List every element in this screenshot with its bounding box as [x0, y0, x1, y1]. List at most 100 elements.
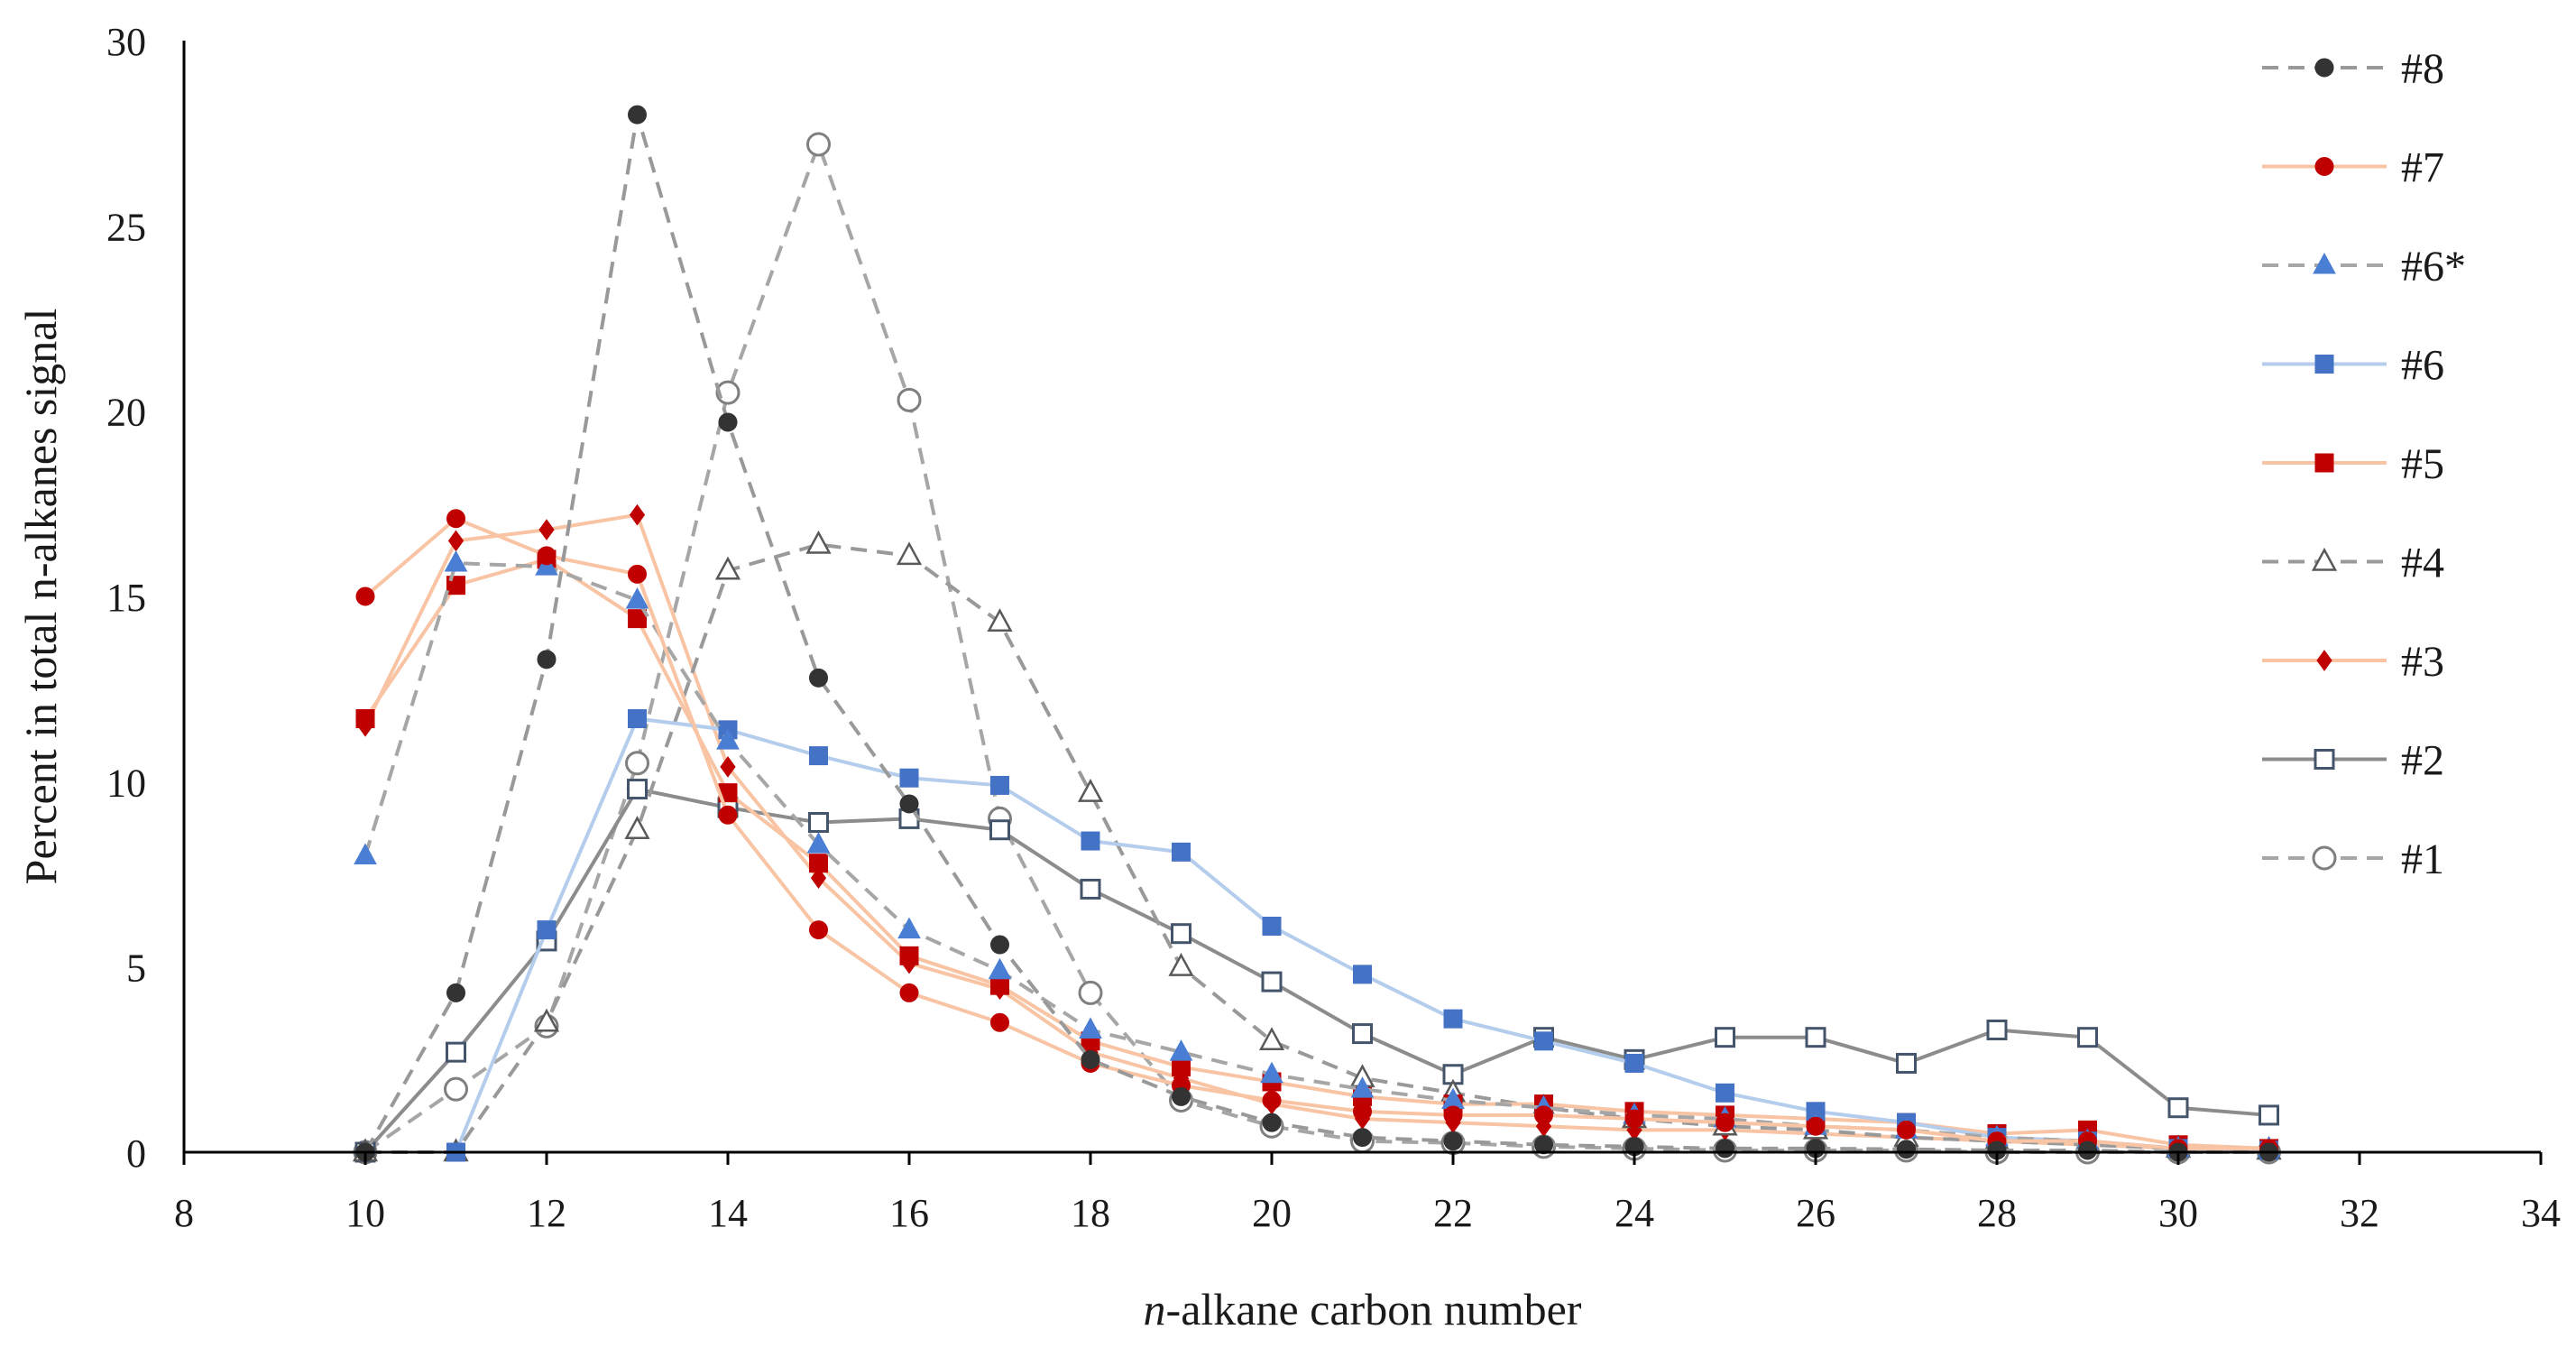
series-6-point	[537, 920, 557, 940]
y-tick-label: 20	[106, 391, 146, 435]
x-tick-label: 28	[1977, 1191, 2017, 1235]
legend-item-4: #4	[2262, 540, 2444, 587]
series-8-point	[1353, 1128, 1372, 1148]
series-2-point	[446, 1041, 466, 1063]
series-1-point	[1078, 980, 1103, 1005]
series-5-line	[363, 557, 2269, 1150]
series-7-point	[1897, 1120, 1916, 1140]
series-6star-point	[444, 549, 468, 572]
series-5-point	[809, 854, 828, 873]
series-6star	[354, 549, 2281, 1158]
legend-item-1-swatch-marker	[2312, 845, 2337, 871]
series-2-point	[1352, 1023, 1373, 1045]
x-tick-label: 16	[889, 1191, 929, 1235]
series-1-point	[715, 380, 741, 405]
series-7-point	[1262, 1091, 1282, 1111]
x-tick-label: 24	[1615, 1191, 1654, 1235]
series-8-point	[899, 794, 919, 814]
series-8-point	[1716, 1139, 1734, 1159]
x-tick-label: 8	[174, 1191, 194, 1235]
series-7-point	[1806, 1116, 1826, 1136]
series-8-point	[809, 668, 828, 688]
series-8-point	[446, 983, 465, 1002]
y-tick-label: 15	[106, 576, 146, 620]
series-6star-point	[1350, 1076, 1375, 1098]
series-5-point	[355, 709, 375, 729]
legend-item-3: #3	[2262, 638, 2444, 686]
legend-item-4-label: #4	[2401, 540, 2444, 587]
series-4-point	[714, 556, 741, 580]
series-6-point	[1716, 1083, 1734, 1103]
series-4-point	[1258, 1027, 1285, 1051]
series-4-point	[987, 608, 1013, 632]
legend-item-6-swatch-marker	[2314, 355, 2334, 374]
y-tick-label: 5	[126, 946, 146, 991]
legend: #8 #7 #6* #6 #5 #4 #3 #2 #1	[2262, 45, 2466, 883]
series-4-point	[805, 530, 832, 554]
series-8-point	[1897, 1140, 1916, 1159]
legend-item-6-label: #6	[2401, 342, 2444, 390]
series-7-point	[1716, 1113, 1734, 1132]
series-2-point	[2259, 1104, 2279, 1126]
series-7-point	[537, 546, 557, 566]
legend-item-6star: #6*	[2262, 243, 2466, 291]
x-tick-label: 18	[1071, 1191, 1110, 1235]
series-6-point	[1172, 842, 1191, 862]
series-6star-point	[1169, 1039, 1193, 1061]
series-3-point	[720, 756, 736, 778]
series-6-point	[1534, 1031, 1553, 1051]
series-2-line	[363, 787, 2269, 1154]
series-3-point	[538, 519, 555, 540]
y-tick-label: 0	[126, 1131, 146, 1176]
x-axis-title: n-alkane carbon number	[1144, 1284, 1582, 1334]
series-1-point	[625, 751, 649, 776]
series-4-line	[365, 542, 2269, 1154]
series-7-point	[1353, 1102, 1372, 1122]
series-8-point	[1081, 1049, 1100, 1069]
axes-layer	[182, 41, 2541, 1154]
series-6star-point	[1260, 1061, 1283, 1084]
series-2-point	[627, 779, 648, 800]
series-6-point	[809, 746, 828, 766]
series-2-point	[808, 812, 829, 834]
y-tick-label: 30	[106, 20, 146, 64]
series-6-point	[990, 775, 1009, 795]
series-2-point	[1080, 878, 1101, 900]
legend-item-8: #8	[2262, 45, 2444, 93]
legend-item-8-label: #8	[2401, 45, 2444, 93]
legend-item-3-label: #3	[2401, 638, 2444, 686]
y-tick-label: 25	[106, 205, 146, 249]
series-7-point	[1624, 1109, 1644, 1129]
series-3-point	[629, 503, 646, 526]
legend-item-1-label: #1	[2401, 836, 2444, 883]
legend-item-2: #2	[2262, 737, 2444, 785]
legend-item-6: #6	[2262, 342, 2444, 390]
series-6-point	[1624, 1053, 1644, 1073]
legend-item-8-swatch-marker	[2314, 58, 2334, 78]
x-tick-label: 34	[2521, 1191, 2561, 1235]
series-4-point	[896, 541, 923, 566]
series-7-point	[628, 564, 647, 584]
series-8-line	[363, 113, 2269, 1154]
series-2-point	[2077, 1027, 2098, 1048]
series-7-point	[899, 983, 919, 1002]
legend-item-7: #7	[2262, 144, 2444, 192]
x-tick-label: 32	[2340, 1191, 2379, 1235]
series-2-point	[1805, 1027, 1826, 1048]
series-1-point	[897, 387, 922, 412]
series-7	[355, 509, 2278, 1159]
x-tick-label: 12	[527, 1191, 566, 1235]
legend-item-1: #1	[2262, 836, 2444, 883]
series-8-point	[1172, 1086, 1191, 1106]
series-6-point	[1262, 916, 1282, 936]
legend-item-5: #5	[2262, 440, 2444, 488]
legend-item-7-label: #7	[2401, 144, 2444, 192]
series-8-point	[718, 412, 738, 432]
legend-item-3-swatch-marker	[2316, 650, 2332, 671]
legend-item-2-label: #2	[2401, 737, 2444, 785]
series-2-point	[989, 819, 1010, 841]
legend-item-2-swatch-marker	[2314, 749, 2335, 770]
series-8-point	[990, 935, 1009, 955]
series-4-point	[533, 1008, 560, 1032]
series-6-point	[628, 709, 647, 729]
